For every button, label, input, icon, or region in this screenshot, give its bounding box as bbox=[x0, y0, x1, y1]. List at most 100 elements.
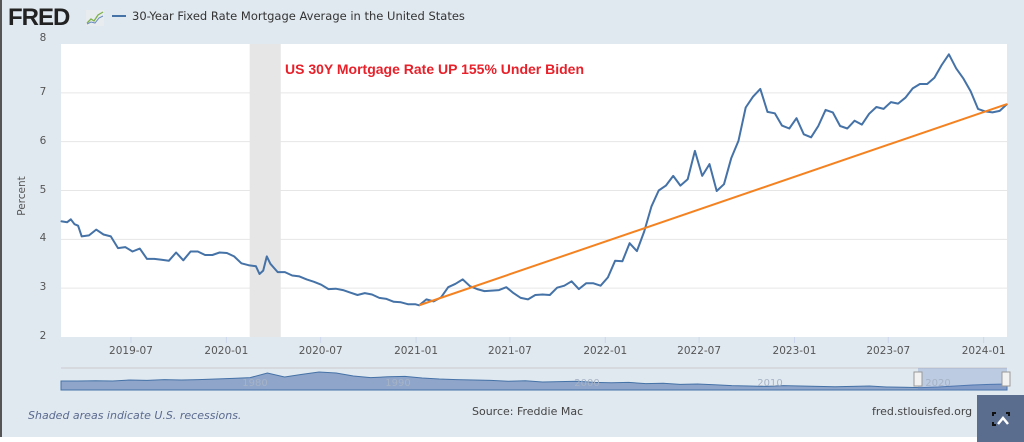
data-point bbox=[219, 251, 221, 254]
data-point bbox=[320, 284, 322, 286]
data-point bbox=[890, 101, 892, 103]
y-tick-label: 7 bbox=[39, 85, 47, 98]
data-point bbox=[211, 254, 213, 256]
data-point bbox=[498, 289, 500, 291]
y-tick-label: 3 bbox=[39, 281, 47, 294]
data-point bbox=[160, 259, 163, 261]
data-point bbox=[810, 136, 812, 138]
data-point bbox=[578, 288, 580, 290]
data-point bbox=[284, 271, 286, 273]
data-point bbox=[189, 250, 192, 253]
data-point bbox=[505, 286, 507, 288]
data-point bbox=[240, 262, 242, 264]
x-tick-label: 2021-07 bbox=[487, 345, 532, 357]
data-point bbox=[298, 275, 301, 278]
data-point bbox=[672, 175, 674, 177]
data-point bbox=[716, 190, 718, 192]
data-point bbox=[854, 120, 856, 122]
x-tick-label: 2021-01 bbox=[394, 345, 438, 357]
source-text: Source: Freddie Mac bbox=[472, 405, 584, 418]
data-point bbox=[258, 273, 261, 275]
data-point bbox=[970, 90, 972, 92]
data-point bbox=[687, 178, 689, 180]
data-point bbox=[629, 242, 631, 244]
line-graph-icon bbox=[86, 10, 104, 26]
data-point bbox=[512, 292, 515, 294]
data-point bbox=[948, 53, 950, 55]
data-point bbox=[824, 109, 827, 111]
data-point bbox=[817, 125, 819, 127]
data-point bbox=[795, 117, 798, 119]
x-tick-label: 2020-01 bbox=[204, 345, 249, 357]
data-point bbox=[788, 127, 790, 130]
data-point bbox=[883, 108, 885, 110]
y-tick-label: 2 bbox=[39, 330, 47, 342]
data-point bbox=[643, 230, 645, 233]
data-point bbox=[454, 283, 457, 285]
annotation-text: US 30Y Mortgage Rate UP 155% Under Biden bbox=[285, 61, 584, 77]
navigator-handle[interactable] bbox=[1001, 371, 1011, 387]
y-tick-label: 8 bbox=[39, 32, 47, 44]
data-point bbox=[168, 260, 170, 262]
data-point bbox=[356, 294, 359, 296]
x-tick-label: 2020-07 bbox=[298, 345, 343, 357]
fullscreen-button[interactable] bbox=[977, 395, 1024, 442]
data-point bbox=[393, 301, 395, 303]
data-point bbox=[414, 303, 417, 305]
data-point bbox=[991, 111, 994, 113]
data-point bbox=[335, 288, 337, 290]
data-point bbox=[77, 225, 79, 227]
data-point bbox=[197, 250, 199, 253]
data-point bbox=[131, 250, 134, 253]
data-point bbox=[327, 288, 330, 290]
data-point bbox=[233, 255, 235, 258]
data-point bbox=[425, 298, 428, 300]
data-point bbox=[81, 235, 83, 238]
data-point bbox=[102, 233, 105, 236]
data-point bbox=[897, 102, 899, 105]
data-point bbox=[679, 185, 682, 187]
data-point bbox=[846, 127, 848, 130]
data-point bbox=[291, 274, 293, 277]
data-point bbox=[614, 260, 616, 262]
data-point bbox=[255, 265, 257, 267]
data-point bbox=[570, 280, 573, 282]
data-point bbox=[621, 260, 623, 262]
data-point bbox=[483, 290, 486, 292]
navigator-handle[interactable] bbox=[913, 371, 923, 387]
x-tick-label: 2023-01 bbox=[772, 345, 817, 357]
data-point bbox=[248, 264, 250, 266]
data-point bbox=[364, 292, 366, 294]
fullscreen-icon bbox=[991, 411, 1010, 426]
series-line bbox=[60, 53, 1008, 307]
data-point bbox=[999, 110, 1001, 112]
data-point bbox=[469, 285, 471, 287]
data-point bbox=[962, 78, 965, 80]
data-point bbox=[766, 111, 769, 113]
data-point bbox=[378, 297, 380, 299]
site-link[interactable]: fred.stlouisfed.org bbox=[872, 405, 973, 418]
data-point bbox=[306, 278, 308, 280]
data-point bbox=[752, 96, 754, 98]
legend[interactable]: 30-Year Fixed Rate Mortgage Average in t… bbox=[112, 9, 465, 23]
data-point bbox=[650, 206, 653, 208]
navigator-year-label: 2010 bbox=[757, 378, 782, 389]
data-point bbox=[904, 97, 907, 99]
navigator-area bbox=[60, 371, 1008, 391]
x-tick-label: 2019-07 bbox=[109, 345, 153, 357]
x-tick-label: 2023-07 bbox=[866, 345, 911, 357]
data-point bbox=[665, 185, 667, 187]
y-tick-label: 5 bbox=[39, 183, 47, 196]
data-point bbox=[730, 157, 732, 159]
data-point bbox=[694, 150, 696, 152]
data-point bbox=[88, 234, 90, 237]
data-point bbox=[745, 106, 747, 109]
data-point bbox=[861, 123, 863, 126]
data-point bbox=[60, 220, 62, 222]
fred-logo[interactable]: FRED bbox=[8, 4, 70, 31]
data-point bbox=[313, 281, 315, 283]
data-point bbox=[592, 282, 594, 284]
y-tick-label: 4 bbox=[39, 232, 47, 245]
data-point bbox=[781, 124, 783, 127]
